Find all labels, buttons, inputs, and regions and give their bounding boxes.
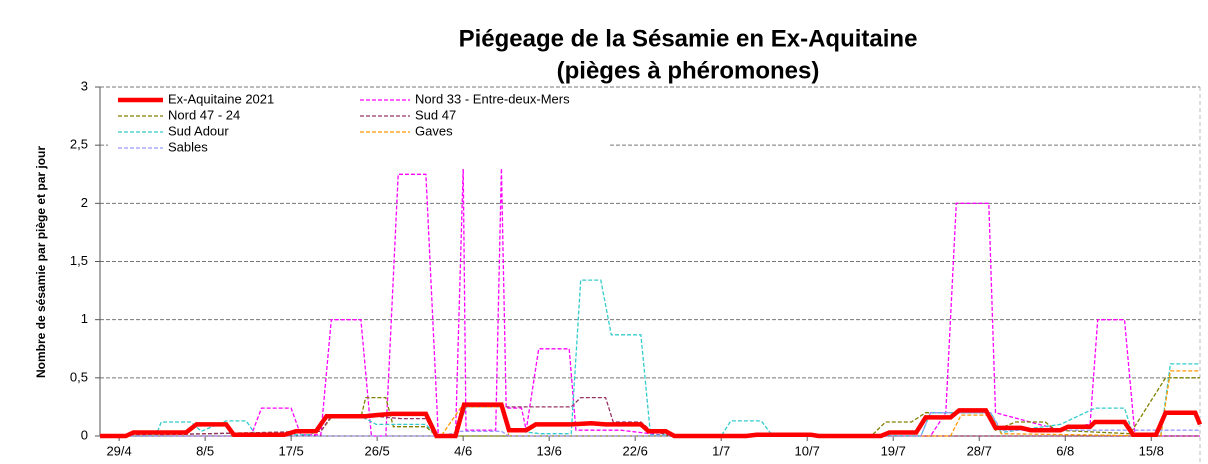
y-tick-label: 1: [81, 311, 88, 326]
x-tick-label: 8/5: [196, 443, 214, 458]
x-tick-label: 22/6: [623, 443, 648, 458]
series-line: [100, 370, 1200, 437]
x-tick-label: 6/8: [1056, 443, 1074, 458]
series-line: [99, 377, 1200, 437]
series-line: [99, 396, 1200, 437]
legend-box: [108, 91, 608, 169]
x-tick-label: 4/6: [454, 443, 472, 458]
y-tick-label: 1,5: [70, 253, 88, 268]
x-tick-label: 17/5: [278, 443, 303, 458]
y-axis-label: Nombre de sésamie par piège et par jour: [34, 146, 48, 378]
y-tick-label: 3: [81, 78, 88, 93]
chart-subtitle: (pièges à phéromones): [557, 57, 820, 84]
series-line: [100, 168, 1200, 437]
legend-label: Gaves: [415, 123, 453, 138]
x-tick-label: 10/7: [795, 443, 820, 458]
x-tick-label: 29/4: [106, 443, 131, 458]
x-tick-label: 19/7: [881, 443, 906, 458]
y-tick-label: 2: [81, 195, 88, 210]
chart-title: Piégeage de la Sésamie en Ex-Aquitaine: [459, 25, 918, 52]
legend-label: Sud 47: [415, 107, 456, 122]
series-line: [100, 412, 1200, 437]
legend-label: Sud Adour: [168, 123, 229, 138]
y-tick-label: 0,5: [70, 369, 88, 384]
x-tick-label: 15/8: [1139, 443, 1164, 458]
legend-label: Nord 33 - Entre-deux-Mers: [415, 91, 570, 106]
x-tick-label: 26/5: [364, 443, 389, 458]
x-tick-label: 28/7: [967, 443, 992, 458]
y-tick-label: 2,5: [70, 137, 88, 152]
legend-label: Nord 47 - 24: [168, 107, 240, 122]
legend-label: Sables: [168, 139, 208, 154]
y-tick-label: 0: [81, 427, 88, 442]
series-line: [100, 279, 1200, 437]
series-line: [100, 402, 1203, 439]
x-tick-label: 1/7: [712, 443, 730, 458]
x-tick-label: 13/6: [537, 443, 562, 458]
legend-label: Ex-Aquitaine 2021: [168, 91, 274, 106]
